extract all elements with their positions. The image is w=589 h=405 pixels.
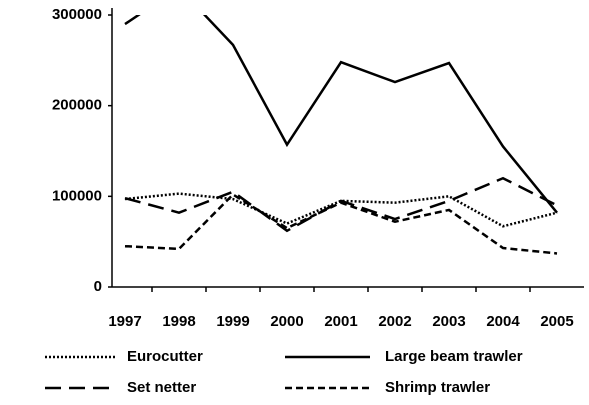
- x-tick-label: 2002: [378, 313, 411, 330]
- x-tick-label: 2001: [324, 313, 357, 330]
- legend-label: Eurocutter: [127, 348, 203, 365]
- x-tick-label: 2003: [432, 313, 465, 330]
- y-tick-label: 100000: [52, 187, 102, 204]
- legend-label: Shrimp trawler: [385, 379, 490, 396]
- series-line: [124, 192, 558, 255]
- legend-label: Large beam trawler: [385, 348, 523, 365]
- series-line: [124, 15, 558, 214]
- x-tick-label: 2000: [270, 313, 303, 330]
- series-line: [124, 192, 558, 228]
- plot-area: [124, 15, 558, 255]
- y-tick-label: 200000: [52, 97, 102, 114]
- x-tick-label: 1998: [162, 313, 195, 330]
- series-line: [124, 176, 558, 233]
- y-tick-label: 0: [94, 278, 102, 295]
- legend-label: Set netter: [127, 379, 196, 396]
- x-tick-label: 1997: [108, 313, 141, 330]
- y-tick-label: 300000: [52, 6, 102, 23]
- x-tick-label: 2004: [486, 313, 520, 330]
- x-tick-label: 1999: [216, 313, 249, 330]
- x-tick-label: 2005: [540, 313, 573, 330]
